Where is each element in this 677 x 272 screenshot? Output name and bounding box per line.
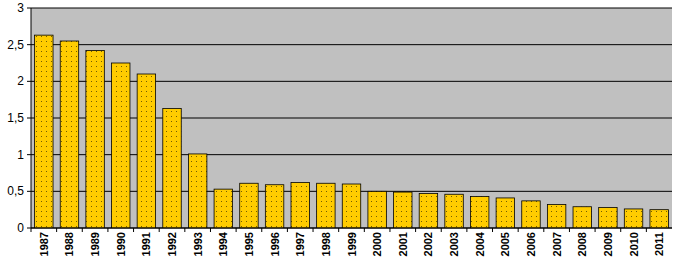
- x-tick-label: 2010: [628, 232, 640, 256]
- tick-mark: [27, 44, 31, 45]
- bar: [624, 209, 642, 228]
- y-tick-label: 0: [17, 221, 24, 235]
- x-tick-mark: [620, 228, 621, 232]
- x-tick-label: 2001: [397, 232, 409, 256]
- tick-mark: [27, 81, 31, 82]
- tick-mark: [27, 228, 31, 229]
- x-tick-mark: [595, 228, 596, 232]
- bar: [470, 196, 488, 228]
- bars: [35, 35, 669, 228]
- x-tick-mark: [466, 228, 467, 232]
- bar: [60, 41, 78, 228]
- x-tick-label: 1996: [269, 232, 281, 256]
- bar: [547, 205, 565, 228]
- x-tick-label: 1995: [243, 232, 255, 256]
- x-tick-mark: [441, 228, 442, 232]
- bar: [188, 154, 206, 228]
- x-tick-label: 1997: [294, 232, 306, 256]
- bar: [214, 189, 232, 228]
- x-tick-mark: [31, 228, 32, 232]
- bar: [445, 194, 463, 228]
- y-tick-label: 2,5: [7, 38, 24, 52]
- x-tick-label: 2008: [576, 232, 588, 256]
- x-tick-mark: [210, 228, 211, 232]
- y-tick-label: 3: [17, 1, 24, 15]
- x-tick-label: 1990: [115, 232, 127, 256]
- bar: [112, 63, 130, 228]
- x-tick-label: 2005: [499, 232, 511, 256]
- bar: [573, 207, 591, 228]
- bar: [599, 207, 617, 228]
- x-tick-mark: [133, 228, 134, 232]
- x-tick-mark: [543, 228, 544, 232]
- tick-mark: [27, 191, 31, 192]
- y-axis: [31, 8, 32, 228]
- x-tick-label: 2007: [551, 232, 563, 256]
- bar: [317, 183, 335, 228]
- bar: [291, 183, 309, 228]
- x-tick-label: 2011: [653, 232, 665, 256]
- bar: [265, 185, 283, 228]
- x-tick-label: 1988: [63, 232, 75, 256]
- x-tick-label: 1992: [166, 232, 178, 256]
- grid-line: [31, 228, 672, 229]
- bar: [496, 198, 514, 228]
- bar: [240, 183, 258, 228]
- x-tick-label: 2002: [422, 232, 434, 256]
- x-tick-mark: [415, 228, 416, 232]
- tick-mark: [27, 154, 31, 155]
- bar: [35, 35, 53, 228]
- bar: [137, 74, 155, 228]
- x-tick-label: 1991: [140, 232, 152, 256]
- y-tick-label: 1,5: [7, 111, 24, 125]
- x-tick-mark: [646, 228, 647, 232]
- x-tick-mark: [518, 228, 519, 232]
- x-tick-mark: [82, 228, 83, 232]
- x-tick-mark: [107, 228, 108, 232]
- plot-background: [31, 8, 672, 228]
- x-tick-label: 2004: [474, 231, 486, 256]
- bar: [650, 210, 668, 228]
- bar: [394, 192, 412, 228]
- x-tick-label: 1993: [192, 232, 204, 256]
- bar: [368, 191, 386, 228]
- x-tick-mark: [338, 228, 339, 232]
- x-tick-label: 1987: [38, 232, 50, 256]
- bar: [163, 108, 181, 228]
- x-tick-mark: [389, 228, 390, 232]
- grid-line: [31, 8, 672, 9]
- bar: [86, 51, 104, 228]
- x-tick-label: 2000: [371, 232, 383, 256]
- x-tick-label: 1999: [346, 232, 358, 256]
- y-tick-label: 0,5: [7, 184, 24, 198]
- bar: [522, 201, 540, 228]
- x-tick-label: 1994: [217, 231, 229, 256]
- bar: [342, 184, 360, 228]
- x-tick-label: 1998: [320, 232, 332, 256]
- grid-line: [31, 44, 672, 45]
- y-tick-label: 1: [17, 148, 24, 162]
- x-tick-label: 2003: [448, 232, 460, 256]
- x-tick-mark: [569, 228, 570, 232]
- bar: [419, 194, 437, 228]
- x-tick-mark: [261, 228, 262, 232]
- x-tick-mark: [364, 228, 365, 232]
- x-tick-mark: [236, 228, 237, 232]
- x-tick-label: 2006: [525, 232, 537, 256]
- x-tick-mark: [184, 228, 185, 232]
- x-tick-mark: [56, 228, 57, 232]
- x-tick-mark: [159, 228, 160, 232]
- y-tick-label: 2: [17, 74, 24, 88]
- x-axis: [31, 228, 672, 229]
- x-tick-mark: [492, 228, 493, 232]
- x-tick-label: 1989: [89, 232, 101, 256]
- x-tick-mark: [287, 228, 288, 232]
- x-tick-label: 2009: [602, 232, 614, 256]
- tick-mark: [27, 118, 31, 119]
- x-tick-mark: [313, 228, 314, 232]
- tick-mark: [27, 8, 31, 9]
- chart: 0 0,5 1 1,5 2 2,5 3 1987 1988 1989 1990 1991 1992 199…: [0, 0, 677, 272]
